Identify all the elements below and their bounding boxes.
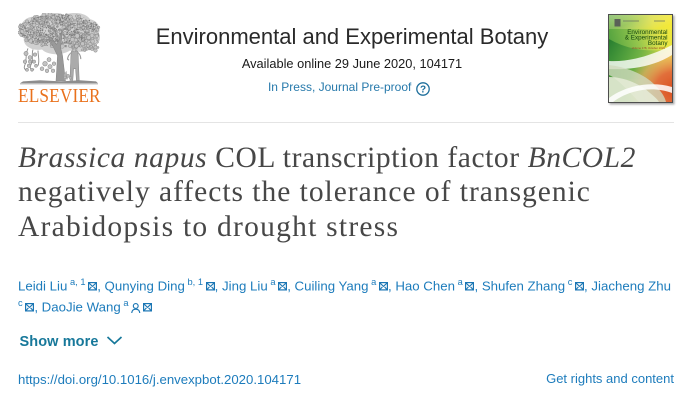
svg-text:& Experimental: & Experimental	[625, 35, 668, 42]
svg-text:Environmental: Environmental	[627, 29, 667, 36]
svg-text:Volume 178, October 2020: Volume 178, October 2020	[632, 46, 666, 50]
svg-text:?: ?	[420, 85, 426, 96]
svg-text:Botany: Botany	[648, 40, 668, 47]
